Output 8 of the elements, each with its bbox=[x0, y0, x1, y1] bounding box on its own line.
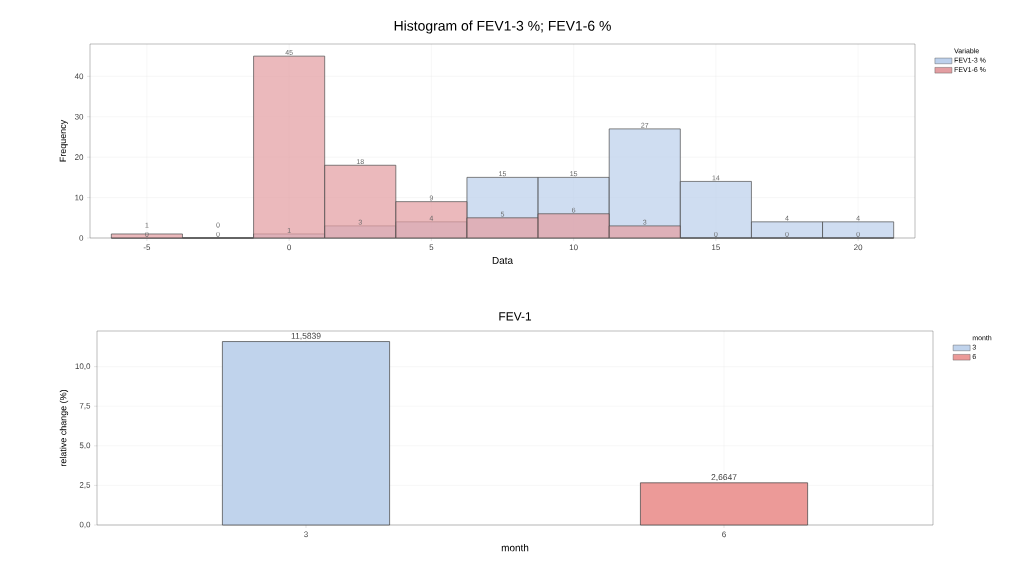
y-axis-title: relative change (%) bbox=[59, 389, 69, 467]
chart-title: FEV-1 bbox=[499, 312, 532, 321]
y-axis-title: Frequency bbox=[59, 119, 68, 162]
x-axis-title: Data bbox=[492, 257, 514, 264]
chart-title: Histogram of FEV1-3 %; FEV1-6 % bbox=[394, 20, 611, 34]
x-axis-title: month bbox=[501, 544, 529, 552]
data-label: 2,6647 bbox=[711, 474, 737, 482]
data-label: 11,5839 bbox=[291, 332, 321, 340]
